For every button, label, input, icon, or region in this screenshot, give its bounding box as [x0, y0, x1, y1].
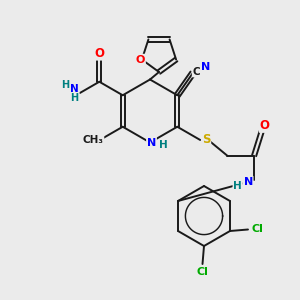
Text: N: N	[244, 177, 253, 187]
Text: H: H	[61, 80, 69, 90]
Text: CH₃: CH₃	[82, 135, 103, 145]
Text: H: H	[159, 140, 168, 151]
Text: O: O	[136, 55, 145, 64]
Text: N: N	[201, 61, 210, 71]
Text: O: O	[260, 119, 270, 132]
Text: H: H	[233, 181, 242, 191]
Text: S: S	[202, 134, 210, 146]
Text: Cl: Cl	[251, 224, 263, 235]
Text: C: C	[193, 67, 200, 76]
Text: N: N	[147, 137, 156, 148]
Text: O: O	[94, 47, 104, 60]
Text: N: N	[70, 84, 79, 94]
Text: Cl: Cl	[197, 267, 209, 278]
Text: H: H	[70, 93, 79, 103]
